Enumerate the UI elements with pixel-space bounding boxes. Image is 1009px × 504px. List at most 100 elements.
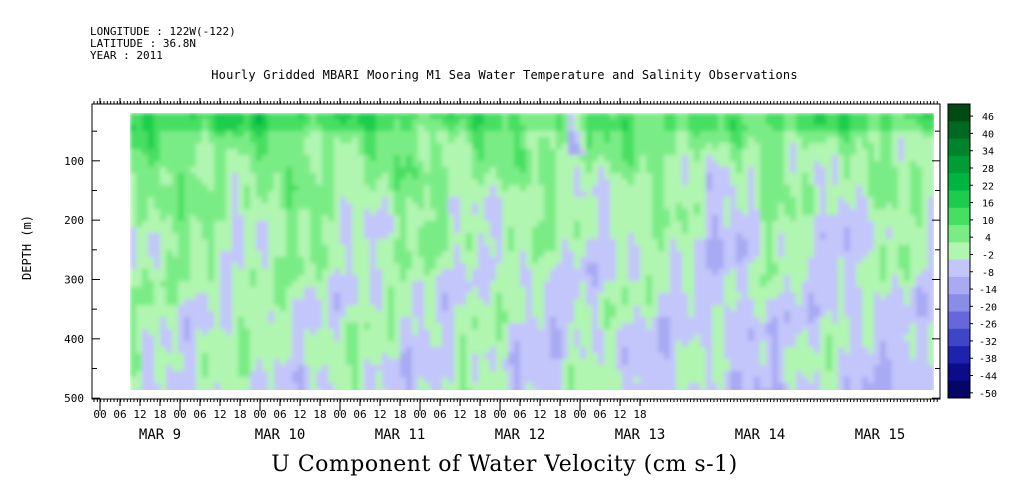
heatmap-cell: [196, 221, 203, 228]
heatmap-cell: [562, 113, 569, 120]
heatmap-cell: [520, 161, 527, 168]
heatmap-cell: [358, 389, 365, 390]
heatmap-cell: [544, 161, 551, 168]
heatmap-cell: [484, 293, 491, 300]
heatmap-cell: [664, 137, 671, 144]
heatmap-cell: [604, 311, 611, 318]
heatmap-cell: [310, 131, 317, 138]
heatmap-cell: [382, 155, 389, 162]
heatmap-cell: [418, 125, 425, 132]
heatmap-cell: [748, 185, 755, 192]
heatmap-cell: [604, 167, 611, 174]
heatmap-cell: [226, 131, 233, 138]
heatmap-cell: [628, 311, 635, 318]
heatmap-cell: [448, 197, 455, 204]
heatmap-cell: [334, 347, 341, 354]
heatmap-cell: [328, 281, 335, 288]
heatmap-cell: [628, 233, 635, 240]
heatmap-cell: [412, 347, 419, 354]
heatmap-cell: [244, 335, 251, 342]
heatmap-cell: [352, 173, 359, 180]
heatmap-cell: [322, 341, 329, 348]
heatmap-cell: [724, 257, 731, 264]
heatmap-cell: [334, 287, 341, 294]
heatmap-cell: [232, 113, 239, 120]
heatmap-cell: [658, 119, 665, 126]
heatmap-cell: [706, 143, 713, 150]
heatmap-cell: [520, 257, 527, 264]
heatmap-cell: [754, 251, 761, 258]
heatmap-cell: [346, 251, 353, 258]
heatmap-cell: [664, 275, 671, 282]
heatmap-cell: [232, 317, 239, 324]
heatmap-cell: [466, 299, 473, 306]
heatmap-cell: [634, 125, 641, 132]
heatmap-cell: [406, 335, 413, 342]
heatmap-cell: [208, 263, 215, 270]
heatmap-cell: [388, 125, 395, 132]
heatmap-cell: [190, 131, 197, 138]
heatmap-cell: [520, 341, 527, 348]
heatmap-cell: [364, 167, 371, 174]
heatmap-cell: [592, 221, 599, 228]
heatmap-cell: [262, 197, 269, 204]
heatmap-cell: [616, 347, 623, 354]
heatmap-cell: [574, 353, 581, 360]
heatmap-cell: [298, 365, 305, 372]
heatmap-cell: [760, 161, 767, 168]
heatmap-cell: [382, 161, 389, 168]
heatmap-cell: [562, 245, 569, 252]
heatmap-cell: [406, 179, 413, 186]
heatmap-cell: [652, 143, 659, 150]
heatmap-cell: [586, 203, 593, 210]
heatmap-cell: [154, 329, 161, 336]
heatmap-cell: [394, 131, 401, 138]
heatmap-cell: [286, 371, 293, 378]
heatmap-cell: [304, 179, 311, 186]
heatmap-cell: [382, 197, 389, 204]
heatmap-cell: [430, 287, 437, 294]
heatmap-cell: [334, 137, 341, 144]
heatmap-cell: [502, 221, 509, 228]
heatmap-cell: [196, 383, 203, 390]
heatmap-cell: [508, 143, 515, 150]
heatmap-cell: [364, 377, 371, 384]
heatmap-cell: [562, 143, 569, 150]
heatmap-cell: [466, 161, 473, 168]
heatmap-cell: [256, 383, 263, 390]
heatmap-cell: [730, 353, 737, 360]
heatmap-cell: [328, 113, 335, 120]
heatmap-cell: [256, 203, 263, 210]
heatmap-cell: [352, 131, 359, 138]
heatmap-cell: [658, 149, 665, 156]
heatmap-cell: [538, 245, 545, 252]
heatmap-cell: [448, 335, 455, 342]
heatmap-cell: [226, 155, 233, 162]
heatmap-cell: [712, 365, 719, 372]
heatmap-cell: [190, 179, 197, 186]
heatmap-cell: [688, 131, 695, 138]
heatmap-cell: [220, 323, 227, 330]
heatmap-cell: [250, 173, 257, 180]
heatmap-cell: [574, 311, 581, 318]
heatmap-cell: [430, 335, 437, 342]
heatmap-cell: [328, 371, 335, 378]
heatmap-cell: [406, 197, 413, 204]
heatmap-cell: [718, 365, 725, 372]
heatmap-cell: [478, 377, 485, 384]
heatmap-cell: [562, 371, 569, 378]
heatmap-cell: [472, 191, 479, 198]
heatmap-cell: [322, 377, 329, 384]
heatmap-cell: [634, 389, 641, 390]
heatmap-cell: [658, 173, 665, 180]
heatmap-cell: [250, 341, 257, 348]
heatmap-cell: [142, 341, 149, 348]
heatmap-cell: [688, 227, 695, 234]
heatmap-cell: [448, 227, 455, 234]
heatmap-cell: [394, 221, 401, 228]
heatmap-cell: [454, 275, 461, 282]
heatmap-cell: [358, 197, 365, 204]
heatmap-cell: [418, 245, 425, 252]
heatmap-cell: [658, 233, 665, 240]
heatmap-cell: [730, 287, 737, 294]
